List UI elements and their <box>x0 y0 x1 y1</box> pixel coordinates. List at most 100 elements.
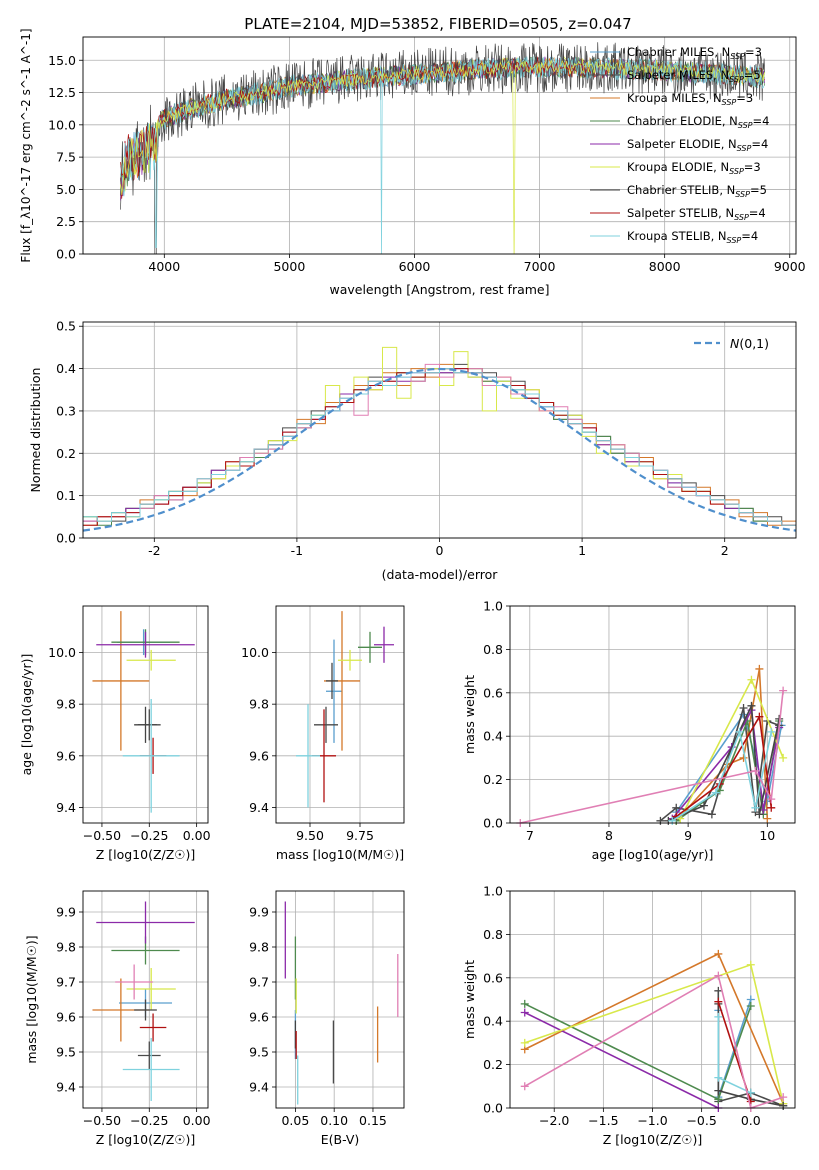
spectrum-xtick-label: 8000 <box>649 259 681 274</box>
weight-vs-age-frame <box>509 605 796 824</box>
weight-vs-age-xtick-label: 7 <box>526 828 534 843</box>
mass-vs-Z-ytick-label: 9.4 <box>56 1080 76 1095</box>
spectrum-legend-label: Salpeter ELODIE, NSSP=4 <box>627 137 768 153</box>
residuals-xtick-label: 1 <box>578 543 586 558</box>
mass-vs-Z-xtick-label: −0.25 <box>130 1113 168 1128</box>
weight-vs-Z-point-marker <box>714 986 723 995</box>
weight-vs-age-point-marker <box>656 816 665 825</box>
spectrum-xlabel: wavelength [Angstrom, rest frame] <box>329 282 549 297</box>
spectrum-legend-label: Kroupa STELIB, NSSP=4 <box>627 229 758 245</box>
residuals-panel: -2 -1 0 1 2 0.0 0.1 0.2 0.3 0.4 0.5 N(0,1) (data-mod… <box>28 319 797 582</box>
age-vs-Z-ylabel: age [log10(age/yr)] <box>19 654 34 776</box>
weight-vs-age-point-marker <box>699 801 708 810</box>
weight-vs-Z-series-line <box>524 974 784 1110</box>
weight-vs-Z-xlabel: Z [log10(Z/Z☉)] <box>603 1132 703 1147</box>
residuals-gaussian-curve <box>82 367 797 532</box>
weight-vs-age-point-marker <box>755 712 764 721</box>
spectrum-legend-label: Chabrier STELIB, NSSP=5 <box>627 183 767 199</box>
age-vs-Z-ytick-label: 9.4 <box>56 800 76 815</box>
weight-vs-age-point-marker <box>767 795 776 804</box>
mass-vs-ebv-ytick-label: 9.6 <box>249 1010 269 1025</box>
residuals-xtick-label: -2 <box>148 543 160 558</box>
weight-vs-Z-xtick-label: −1.0 <box>637 1113 667 1128</box>
residuals-ytick-label: 0.4 <box>56 361 76 376</box>
weight-vs-age-series-line <box>520 690 784 824</box>
weight-vs-age-xlabel: age [log10(age/yr)] <box>592 847 714 862</box>
spectrum-legend-label: Kroupa ELODIE, NSSP=3 <box>627 160 761 176</box>
weight-vs-age-point-marker <box>767 727 776 736</box>
spectrum-xtick-label: 5000 <box>273 259 305 274</box>
spectrum-ytick-label: 7.5 <box>56 150 76 165</box>
weight-vs-age-xtick-label: 8 <box>605 828 613 843</box>
weight-vs-Z-xtick-label: −2.0 <box>539 1113 569 1128</box>
residuals-frame <box>82 321 797 539</box>
mass-vs-ebv-xlabel: E(B-V) <box>321 1132 360 1147</box>
mass-vs-ebv-ytick-label: 9.8 <box>249 940 269 955</box>
spectrum-legend-label: Chabrier ELODIE, NSSP=4 <box>627 114 769 130</box>
weight-vs-Z-ytick-label: 1.0 <box>483 884 503 899</box>
age-vs-Z-ytick-label: 10.0 <box>48 645 76 660</box>
spectrum-ytick-label: 15.0 <box>48 53 76 68</box>
age-vs-Z-frame <box>82 605 209 824</box>
mass-vs-ebv-xtick-label: 0.05 <box>281 1113 309 1128</box>
weight-vs-age-point-marker <box>672 803 681 812</box>
weight-vs-Z-ytick-label: 0.0 <box>483 1101 503 1116</box>
age-vs-Z-panel: −0.50 −0.25 0.00 9.4 9.6 9.8 10.0 Z [log10(Z/Z☉… <box>19 605 211 862</box>
residuals-xtick-label: 2 <box>721 543 729 558</box>
spectrum-ylabel: Flux [f_λ10^-17 erg cm^-2 s^-1 A^-1] <box>19 28 33 262</box>
spectrum-legend-label: Salpeter STELIB, NSSP=4 <box>627 206 766 222</box>
weight-vs-Z-point-marker <box>746 1088 755 1097</box>
residuals-ytick-label: 0.3 <box>56 403 76 418</box>
mass-vs-ebv-ytick-label: 9.4 <box>249 1080 269 1095</box>
age-vs-mass-ytick-label: 9.8 <box>249 697 269 712</box>
weight-vs-Z-point-marker <box>520 999 529 1008</box>
spectrum-ytick-label: 10.0 <box>48 117 76 132</box>
weight-vs-Z-ytick-label: 0.4 <box>483 1014 503 1029</box>
spectrum-xtick-label: 9000 <box>774 259 806 274</box>
mass-vs-Z-ytick-label: 9.6 <box>56 1010 76 1025</box>
mass-vs-ebv-ytick-label: 9.7 <box>249 975 269 990</box>
age-vs-mass-xtick-label: 9.75 <box>346 828 374 843</box>
weight-vs-age-point-marker <box>751 803 760 812</box>
spectrum-ytick-label: 12.5 <box>48 85 76 100</box>
weight-vs-age-xtick-label: 9 <box>684 828 692 843</box>
spectrum-series-line <box>120 55 765 254</box>
mass-vs-ebv-frame <box>275 890 405 1109</box>
weight-vs-Z-point-marker <box>520 1038 529 1047</box>
mass-vs-Z-ytick-label: 9.8 <box>56 940 76 955</box>
spectrum-legend-label: Kroupa MILES, NSSP=3 <box>627 91 753 107</box>
weight-vs-Z-point-marker <box>746 960 755 969</box>
weight-vs-age-point-marker <box>739 703 748 712</box>
mass-vs-ebv-panel: 0.05 0.10 0.15 9.4 9.5 9.6 9.7 9.8 9.9 E(B-V) <box>249 890 405 1147</box>
weight-vs-Z-series-line <box>524 1011 719 1109</box>
weight-vs-Z-point-marker <box>779 1093 788 1102</box>
mass-vs-Z-panel: −0.50 −0.25 0.00 9.4 9.5 9.6 9.7 9.8 9.9 Z [log10… <box>24 890 211 1147</box>
weight-vs-Z-point-marker <box>746 1002 755 1011</box>
weight-vs-Z-ylabel: mass weight <box>462 960 477 1039</box>
residuals-ytick-label: 0.0 <box>56 531 76 546</box>
mass-vs-Z-ytick-label: 9.9 <box>56 905 76 920</box>
weight-vs-age-ytick-label: 0.8 <box>483 642 503 657</box>
weight-vs-age-point-marker <box>779 686 788 695</box>
residuals-legend-label: N(0,1) <box>730 336 769 351</box>
mass-vs-Z-ytick-label: 9.5 <box>56 1045 76 1060</box>
weight-vs-age-point-marker <box>711 788 720 797</box>
mass-vs-Z-ylabel: mass [log10(M/M☉)] <box>24 935 39 1063</box>
weight-vs-age-point-marker <box>668 816 677 825</box>
weight-vs-Z-xtick-label: −0.5 <box>686 1113 716 1128</box>
weight-vs-age-ylabel: mass weight <box>462 675 477 754</box>
age-vs-mass-frame <box>275 605 405 824</box>
weight-vs-Z-point-marker <box>714 1095 723 1104</box>
residuals-xlabel: (data-model)/error <box>382 567 499 582</box>
weight-vs-Z-point-marker <box>520 1008 529 1017</box>
weight-vs-Z-point-marker <box>714 997 723 1006</box>
mass-vs-Z-ytick-label: 9.7 <box>56 975 76 990</box>
weight-vs-Z-xtick-label: −1.5 <box>588 1113 618 1128</box>
mass-vs-Z-xtick-label: −0.50 <box>83 1113 121 1128</box>
residuals-histogram-series <box>83 368 796 538</box>
weight-vs-Z-point-marker <box>520 1082 529 1091</box>
weight-vs-Z-point-marker <box>714 949 723 958</box>
weight-vs-age-point-marker <box>751 766 760 775</box>
residuals-xtick-label: 0 <box>436 543 444 558</box>
